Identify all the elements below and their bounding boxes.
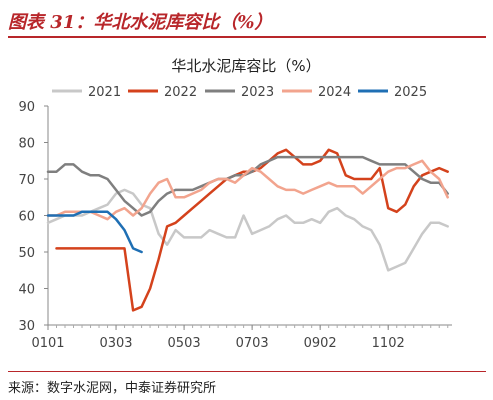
x-tick-label-1102: 1102 xyxy=(372,336,405,351)
x-tick-label-0503: 0503 xyxy=(168,336,201,351)
series-line-2025 xyxy=(46,210,143,254)
y-tick-label-70: 70 xyxy=(18,173,35,188)
series-line-2022 xyxy=(55,148,449,312)
legend-item-2025: 2025 xyxy=(358,85,427,100)
series-line-2024 xyxy=(46,159,449,221)
x-tick-label-0902: 0902 xyxy=(304,336,337,351)
title-rule xyxy=(8,36,486,38)
series-line-2021 xyxy=(46,188,449,272)
y-tick-label-60: 60 xyxy=(18,210,35,225)
x-tick-label-0303: 0303 xyxy=(99,336,132,351)
figure-title: 图表 31：华北水泥库容比（%） xyxy=(8,12,273,33)
legend-item-2024: 2024 xyxy=(282,85,351,100)
legend-label-2023: 2023 xyxy=(241,85,274,100)
legend-label-2025: 2025 xyxy=(394,85,427,100)
legend-label-2021: 2021 xyxy=(88,85,121,100)
legend-item-2022: 2022 xyxy=(128,85,197,100)
y-tick-label-30: 30 xyxy=(18,319,35,334)
series-line-2023 xyxy=(46,155,449,217)
legend-item-2021: 2021 xyxy=(52,85,121,100)
chart-title: 华北水泥库容比（%） xyxy=(171,57,320,75)
y-tick-label-80: 80 xyxy=(18,137,35,152)
y-tick-label-90: 90 xyxy=(18,100,35,115)
figure-source: 来源：数字水泥网，中泰证券研究所 xyxy=(8,381,217,396)
source-rule xyxy=(8,371,486,372)
x-tick-label-0101: 0101 xyxy=(31,336,64,351)
line-chart: 华北水泥库容比（%） 2021 2022 2023 2024 2025 30 40 50 60 70… xyxy=(18,57,452,351)
y-tick-label-50: 50 xyxy=(18,246,35,261)
y-tick-label-40: 40 xyxy=(18,283,35,298)
legend-label-2022: 2022 xyxy=(164,85,197,100)
figure-header: 图表 31：华北水泥库容比（%） xyxy=(0,0,493,40)
legend-item-2023: 2023 xyxy=(205,85,274,100)
x-tick-label-0703: 0703 xyxy=(236,336,269,351)
legend-label-2024: 2024 xyxy=(318,85,351,100)
